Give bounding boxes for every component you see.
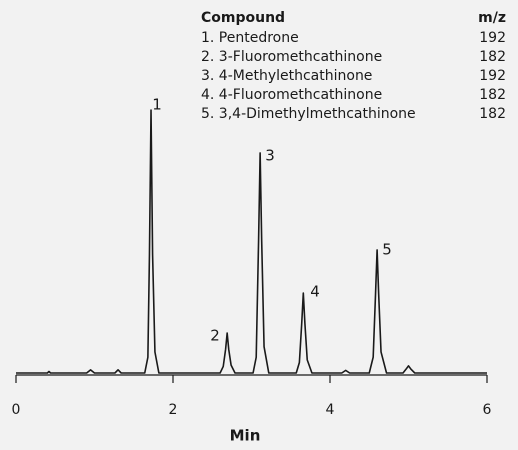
peak-label: 4 [310,283,320,301]
x-tick-label: 6 [483,402,492,418]
peak-label: 3 [265,147,275,165]
peak-label: 1 [152,96,162,114]
mz-value: 182 [479,87,506,103]
table-header: Compound [201,10,285,26]
peak-label: 5 [382,241,392,259]
mz-value: 192 [479,30,506,46]
x-tick-label: 0 [12,402,21,418]
x-axis-label: Min [230,427,261,445]
mz-value: 182 [479,106,506,122]
compound-name: 1. Pentedrone [201,30,299,46]
compound-name: 3. 4-Methylethcathinone [201,68,372,84]
x-tick-label: 4 [326,402,335,418]
compound-name: 4. 4-Fluoromethcathinone [201,87,382,103]
compound-name: 2. 3-Fluoromethcathinone [201,49,382,65]
x-tick-label: 2 [169,402,178,418]
mz-value: 182 [479,49,506,65]
mz-value: 192 [479,68,506,84]
trace-line [16,109,487,374]
peak-label: 2 [210,327,220,345]
table-header: m/z [478,10,506,26]
compound-name: 5. 3,4-Dimethylmethcathinone [201,106,416,122]
